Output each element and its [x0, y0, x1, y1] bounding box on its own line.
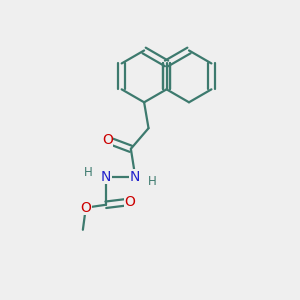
Text: O: O	[80, 201, 91, 215]
Text: H: H	[84, 166, 92, 179]
Text: O: O	[102, 133, 113, 147]
Text: O: O	[124, 195, 135, 209]
Text: N: N	[130, 170, 140, 184]
Text: N: N	[100, 170, 111, 184]
Text: H: H	[148, 175, 157, 188]
